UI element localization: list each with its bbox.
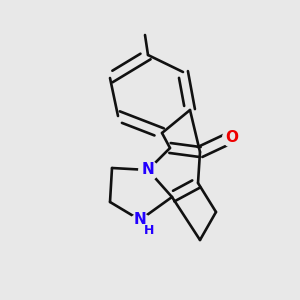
Text: N: N (134, 212, 146, 227)
Text: H: H (144, 224, 154, 236)
Text: O: O (226, 130, 238, 145)
Text: N: N (142, 163, 154, 178)
